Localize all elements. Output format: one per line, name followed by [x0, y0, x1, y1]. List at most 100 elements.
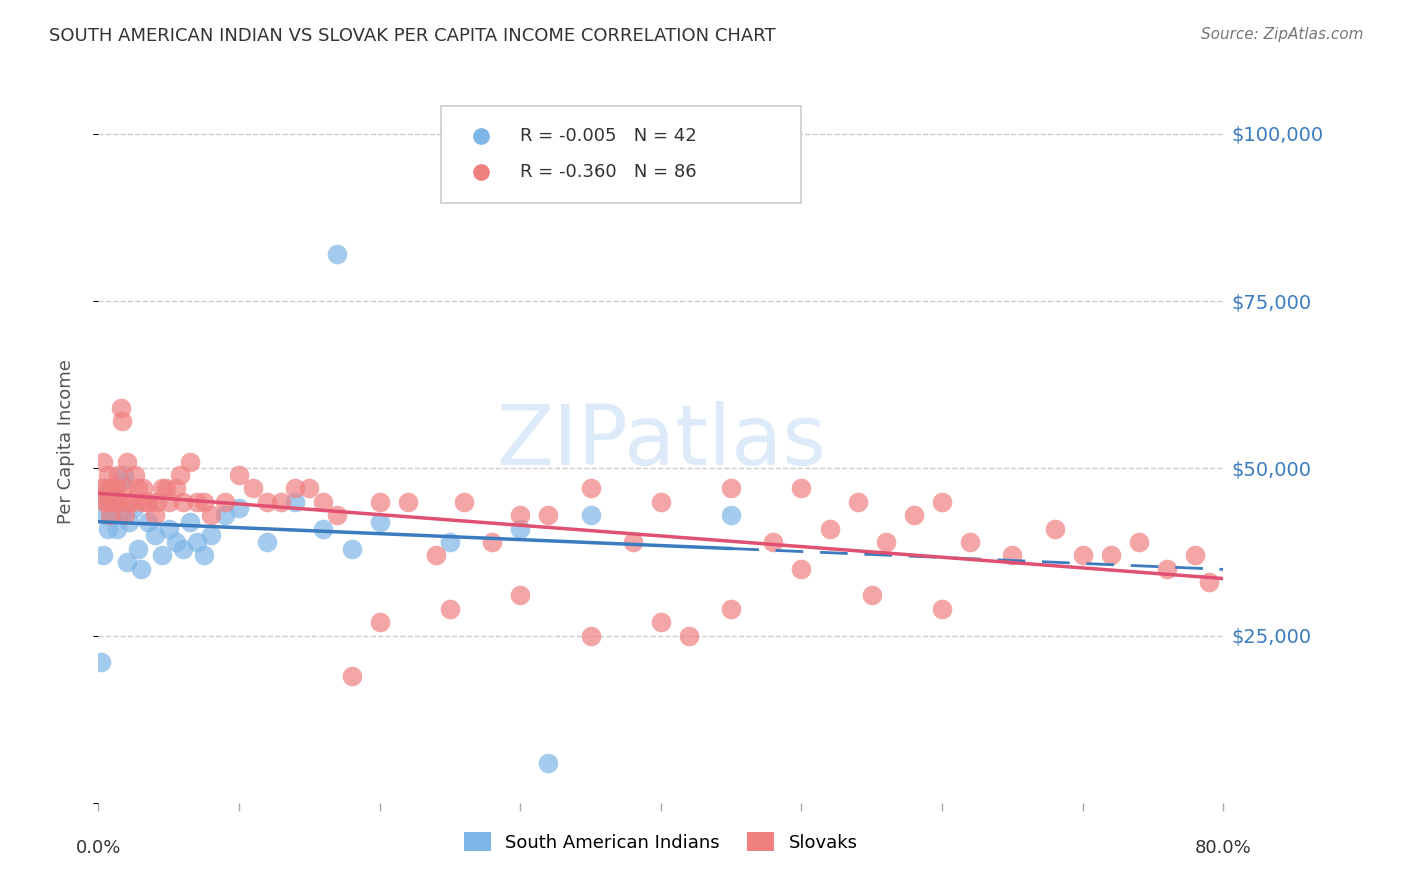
Point — [200, 508, 222, 523]
Point — [124, 467, 146, 482]
Point — [439, 602, 461, 616]
Point — [903, 508, 925, 523]
Point — [1001, 548, 1024, 563]
Point — [186, 494, 208, 508]
Point — [94, 482, 117, 496]
Text: 0.0%: 0.0% — [76, 838, 121, 857]
Point — [481, 534, 503, 549]
Point — [931, 602, 953, 616]
Point — [1071, 548, 1094, 563]
Point — [94, 508, 117, 523]
Point — [959, 534, 981, 549]
Point — [108, 508, 131, 523]
Point — [98, 508, 121, 523]
Text: R = -0.005   N = 42: R = -0.005 N = 42 — [520, 127, 697, 145]
Point — [284, 482, 307, 496]
Point — [93, 488, 115, 502]
Point — [103, 482, 125, 496]
Point — [100, 508, 122, 523]
Point — [818, 521, 841, 535]
Point — [136, 515, 159, 529]
Point — [121, 494, 143, 508]
Point — [790, 482, 813, 496]
Point — [312, 494, 335, 508]
Point — [135, 494, 157, 508]
Point — [179, 515, 201, 529]
Point — [172, 541, 194, 556]
Point — [169, 467, 191, 482]
Point — [509, 521, 531, 535]
Point — [720, 482, 742, 496]
Point — [150, 482, 173, 496]
Point — [143, 528, 166, 542]
Point — [107, 467, 129, 482]
Point — [129, 494, 152, 508]
Point — [193, 548, 215, 563]
Point — [875, 534, 897, 549]
Y-axis label: Per Capita Income: Per Capita Income — [56, 359, 75, 524]
Point — [621, 534, 644, 549]
Point — [193, 494, 215, 508]
Point — [537, 756, 560, 770]
Point — [396, 494, 419, 508]
Point — [1184, 548, 1206, 563]
Point — [157, 521, 180, 535]
Point — [143, 508, 166, 523]
Point — [118, 494, 141, 508]
Point — [150, 548, 173, 563]
Point — [537, 508, 560, 523]
Point — [846, 494, 869, 508]
Point — [172, 494, 194, 508]
Point — [112, 482, 135, 496]
Point — [132, 482, 155, 496]
Point — [104, 494, 127, 508]
Point — [1128, 534, 1150, 549]
Point — [165, 534, 187, 549]
Point — [326, 508, 349, 523]
Point — [1198, 575, 1220, 590]
Point — [312, 521, 335, 535]
Point — [110, 475, 132, 489]
Point — [108, 494, 131, 508]
Point — [439, 534, 461, 549]
Point — [155, 482, 177, 496]
Point — [115, 454, 138, 469]
Text: R = -0.360   N = 86: R = -0.360 N = 86 — [520, 163, 697, 181]
Point — [509, 589, 531, 603]
Point — [720, 602, 742, 616]
Point — [96, 494, 118, 508]
Legend: South American Indians, Slovaks: South American Indians, Slovaks — [457, 825, 865, 859]
Point — [111, 414, 134, 428]
Point — [256, 534, 278, 549]
Point — [1043, 521, 1066, 535]
FancyBboxPatch shape — [441, 105, 801, 203]
Point — [214, 494, 236, 508]
Point — [228, 501, 250, 516]
Point — [860, 589, 883, 603]
Text: SOUTH AMERICAN INDIAN VS SLOVAK PER CAPITA INCOME CORRELATION CHART: SOUTH AMERICAN INDIAN VS SLOVAK PER CAPI… — [49, 27, 776, 45]
Point — [368, 515, 391, 529]
Point — [1156, 562, 1178, 576]
Point — [340, 541, 363, 556]
Point — [368, 615, 391, 630]
Point — [579, 482, 602, 496]
Point — [91, 548, 114, 563]
Point — [97, 521, 120, 535]
Text: ZIPatlas: ZIPatlas — [496, 401, 825, 482]
Point — [110, 401, 132, 416]
Point — [114, 508, 136, 523]
Point — [931, 494, 953, 508]
Point — [186, 534, 208, 549]
Point — [122, 501, 145, 516]
Point — [93, 494, 115, 508]
Text: 80.0%: 80.0% — [1195, 838, 1251, 857]
Point — [228, 467, 250, 482]
Text: Source: ZipAtlas.com: Source: ZipAtlas.com — [1201, 27, 1364, 42]
Point — [214, 508, 236, 523]
Point — [105, 482, 128, 496]
Point — [157, 494, 180, 508]
Point — [368, 494, 391, 508]
Point — [650, 615, 672, 630]
Point — [579, 508, 602, 523]
Point — [453, 494, 475, 508]
